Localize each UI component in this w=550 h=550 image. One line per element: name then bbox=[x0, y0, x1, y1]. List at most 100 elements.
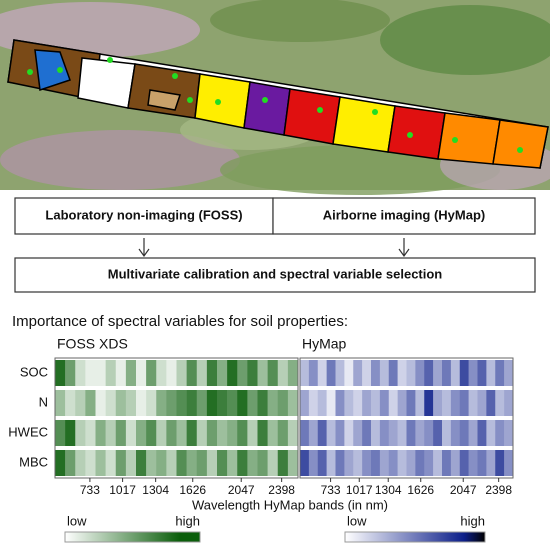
heat-cell bbox=[257, 390, 268, 416]
heat-cell bbox=[105, 390, 117, 416]
heat-cell bbox=[415, 450, 425, 476]
heat-cell bbox=[247, 360, 258, 386]
x-tick-label: 2398 bbox=[268, 483, 295, 497]
heat-cell bbox=[136, 390, 147, 416]
heat-cell bbox=[217, 450, 228, 476]
heat-cell bbox=[495, 360, 505, 386]
heat-cell bbox=[237, 450, 248, 476]
heat-cell bbox=[237, 390, 248, 416]
heat-cell bbox=[459, 390, 469, 416]
heat-cell bbox=[335, 360, 345, 386]
heat-cell bbox=[196, 360, 208, 386]
heat-cell bbox=[257, 420, 268, 446]
heat-cell bbox=[468, 360, 478, 386]
heat-cell bbox=[397, 420, 407, 446]
legend-low: low bbox=[347, 513, 367, 528]
heat-cell bbox=[406, 420, 416, 446]
heat-cell bbox=[136, 360, 147, 386]
heat-cell bbox=[247, 420, 258, 446]
heat-cell bbox=[415, 360, 425, 386]
heat-cell bbox=[217, 360, 228, 386]
colorbar bbox=[344, 531, 486, 543]
row-label: SOC bbox=[20, 364, 48, 379]
heat-cell bbox=[504, 420, 514, 446]
heat-cell bbox=[156, 450, 167, 476]
heat-cell bbox=[156, 390, 167, 416]
heat-cell bbox=[379, 360, 390, 386]
heat-cell bbox=[362, 390, 372, 416]
heat-cell bbox=[459, 450, 469, 476]
heat-cell bbox=[105, 450, 117, 476]
heat-cell bbox=[146, 390, 157, 416]
heat-cell bbox=[287, 390, 299, 416]
heat-cell bbox=[326, 450, 336, 476]
heat-cell bbox=[227, 390, 238, 416]
heat-cell bbox=[317, 390, 327, 416]
heat-cell bbox=[55, 420, 66, 446]
heat-cell bbox=[468, 390, 478, 416]
source-box bbox=[14, 197, 274, 235]
heat-cell bbox=[146, 420, 157, 446]
heat-cell bbox=[486, 450, 496, 476]
heat-cell bbox=[115, 390, 127, 416]
heat-cell bbox=[442, 420, 452, 446]
heat-cell bbox=[146, 450, 157, 476]
heat-cell bbox=[442, 450, 452, 476]
heat-cell bbox=[477, 420, 487, 446]
heat-cell bbox=[477, 390, 487, 416]
colorbar bbox=[64, 531, 201, 543]
heat-cell bbox=[257, 360, 268, 386]
heat-cell bbox=[115, 360, 127, 386]
heat-cell bbox=[196, 450, 208, 476]
heat-cell bbox=[176, 450, 187, 476]
source-box bbox=[272, 197, 536, 235]
heat-cell bbox=[308, 390, 319, 416]
heat-cell bbox=[287, 450, 299, 476]
heat-cell bbox=[196, 420, 208, 446]
heat-cell bbox=[125, 420, 137, 446]
heat-cell bbox=[353, 390, 363, 416]
heat-cell bbox=[277, 450, 289, 476]
heat-cell bbox=[433, 360, 443, 386]
heat-cell bbox=[424, 420, 434, 446]
heat-cell bbox=[85, 420, 96, 446]
x-tick-label: 1017 bbox=[346, 483, 373, 497]
heat-cell bbox=[186, 420, 198, 446]
heat-cell bbox=[227, 360, 238, 386]
source-label: Airborne imaging (HyMap) bbox=[323, 207, 486, 222]
heat-cell bbox=[95, 390, 106, 416]
panel-frame bbox=[299, 357, 514, 479]
heat-cell bbox=[166, 360, 177, 386]
legend-high: high bbox=[175, 513, 200, 528]
heat-cell bbox=[459, 420, 469, 446]
heat-cell bbox=[379, 420, 390, 446]
heat-cell bbox=[267, 420, 279, 446]
heat-cell bbox=[362, 420, 372, 446]
heat-cell bbox=[335, 420, 345, 446]
heat-cell bbox=[95, 420, 106, 446]
heat-cell bbox=[300, 390, 310, 416]
heat-cell bbox=[156, 360, 167, 386]
heat-cell bbox=[267, 390, 279, 416]
heat-cell bbox=[424, 390, 434, 416]
heat-cell bbox=[75, 390, 86, 416]
heatmap-title: Importance of spectral variables for soi… bbox=[12, 313, 348, 330]
heat-cell bbox=[227, 420, 238, 446]
heat-cell bbox=[468, 420, 478, 446]
step-box bbox=[14, 257, 536, 293]
heat-cell bbox=[55, 390, 66, 416]
panel-frame bbox=[54, 357, 299, 479]
heat-cell bbox=[287, 420, 299, 446]
legend-low: low bbox=[67, 513, 87, 528]
heat-cell bbox=[486, 360, 496, 386]
heat-cell bbox=[146, 360, 157, 386]
heat-cell bbox=[362, 450, 372, 476]
heat-cell bbox=[495, 390, 505, 416]
heat-cell bbox=[450, 360, 461, 386]
heat-cell bbox=[115, 450, 127, 476]
x-tick-label: 1626 bbox=[179, 483, 206, 497]
heat-cell bbox=[267, 450, 279, 476]
heat-cell bbox=[156, 420, 167, 446]
heat-cell bbox=[335, 450, 345, 476]
heat-cell bbox=[433, 450, 443, 476]
